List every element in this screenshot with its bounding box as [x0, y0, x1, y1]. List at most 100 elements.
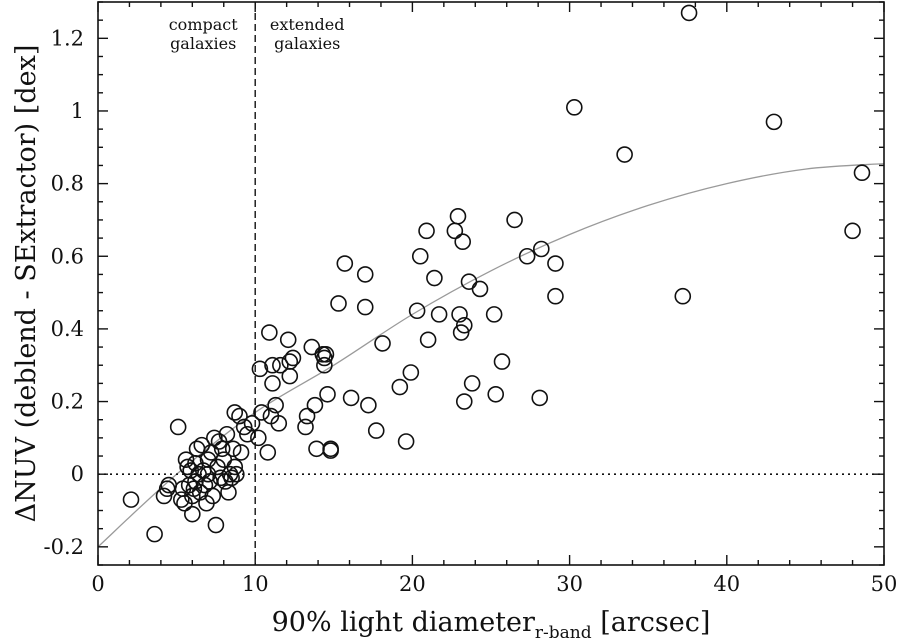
data-point: [680, 4, 698, 22]
data-point: [853, 164, 871, 182]
data-point: [342, 389, 360, 407]
data-point: [408, 302, 426, 320]
data-point: [253, 404, 270, 421]
data-point: [207, 516, 225, 534]
data-point: [264, 356, 281, 374]
data-point: [402, 364, 420, 381]
data-point: [226, 458, 244, 476]
data-point: [765, 113, 783, 131]
data-point: [506, 211, 523, 229]
data-point: [122, 491, 140, 508]
data-point: [261, 324, 278, 341]
data-point: [173, 491, 190, 508]
trend-curve: [97, 162, 885, 548]
reference-lines-layer: [98, 2, 884, 565]
data-point: [212, 469, 229, 487]
data-point: [487, 385, 505, 403]
data-point: [272, 356, 289, 374]
compact-galaxies-label: compact galaxies: [169, 15, 239, 53]
y-tick-label: 1: [71, 99, 84, 123]
x-tick-label: 20: [399, 572, 426, 596]
y-tick-label: 0.6: [51, 244, 84, 268]
data-point: [374, 335, 391, 352]
data-point: [616, 146, 633, 163]
data-point: [270, 415, 288, 432]
data-point: [531, 389, 549, 407]
data-point: [446, 222, 464, 240]
data-point: [397, 433, 415, 450]
data-point: [518, 247, 536, 265]
data-point: [455, 316, 473, 334]
extended-galaxies-label: extended galaxies: [270, 15, 345, 53]
data-point: [674, 287, 692, 305]
data-point: [239, 425, 256, 443]
data-point: [356, 298, 374, 316]
data-point: [547, 255, 564, 272]
plot-frame: [97, 1, 885, 566]
data-point: [303, 338, 321, 356]
data-point: [485, 306, 503, 323]
y-tick-label: 0.4: [51, 317, 84, 341]
data-point: [319, 385, 336, 403]
data-point: [177, 451, 195, 468]
data-point: [547, 287, 564, 305]
data-point: [281, 353, 299, 370]
data-point: [235, 418, 253, 436]
data-point: [336, 255, 354, 272]
data-point: [281, 367, 299, 385]
data-point: [418, 222, 435, 240]
data-point: [184, 505, 201, 523]
data-point: [306, 396, 324, 414]
data-point: [206, 429, 223, 447]
data-point: [146, 525, 163, 543]
data-point: [449, 208, 467, 225]
data-point: [284, 349, 302, 367]
data-point: [220, 484, 237, 501]
data-point: [360, 396, 377, 414]
data-point: [430, 306, 448, 323]
data-point: [391, 378, 409, 396]
data-point: [251, 360, 269, 378]
data-point: [316, 356, 333, 374]
y-axis-title: ΔNUV (deblend - SExtractor) [dex]: [11, 45, 42, 523]
data-point: [196, 476, 214, 494]
data-point: [419, 331, 437, 349]
data-point: [297, 418, 314, 436]
data-point: [493, 353, 511, 370]
labels-layer: 0 10 20 30 40 50-0.200.20.40.60.811.290% ligh…: [11, 15, 897, 639]
data-point: [454, 233, 472, 251]
data-point: [356, 266, 374, 283]
y-tick-label: 0.8: [51, 172, 84, 196]
data-point: [452, 324, 470, 341]
data-point: [228, 465, 245, 483]
y-tick-label: 1.2: [51, 26, 84, 50]
data-point: [844, 222, 861, 240]
data-point: [250, 429, 267, 447]
data-point: [218, 425, 236, 443]
y-tick-label: -0.2: [44, 535, 85, 559]
data-point: [264, 375, 281, 392]
y-tick-label: 0.2: [51, 390, 84, 414]
data-point: [187, 473, 204, 490]
data-point: [298, 407, 316, 425]
data-point: [308, 440, 325, 458]
x-axis-title: 90% light diameterr-band [arcsec]: [272, 607, 711, 639]
data-point: [455, 393, 473, 410]
data-point: [471, 280, 489, 298]
axes-layer: [97, 1, 885, 566]
x-tick-label: 30: [556, 572, 583, 596]
data-point: [223, 469, 240, 487]
data-point: [232, 444, 250, 461]
data-point: [411, 247, 429, 265]
data-point: [224, 440, 242, 458]
data-point: [259, 444, 277, 461]
data-point: [330, 295, 347, 312]
trend-curve-layer: [97, 162, 885, 548]
x-tick-label: 50: [871, 572, 898, 596]
data-point: [367, 422, 385, 439]
x-tick-label: 40: [713, 572, 740, 596]
data-point: [169, 418, 187, 436]
x-tick-label: 0: [91, 572, 104, 596]
data-point: [226, 404, 244, 421]
